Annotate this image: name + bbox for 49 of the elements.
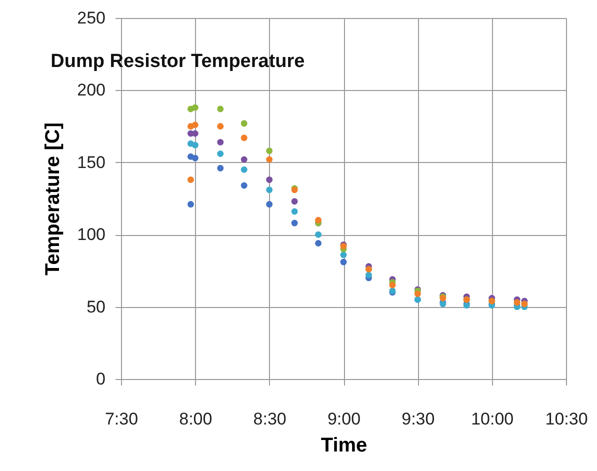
point <box>340 252 347 258</box>
point <box>240 134 248 142</box>
point <box>266 156 273 163</box>
point <box>291 220 298 226</box>
point <box>192 142 198 148</box>
point <box>217 164 224 172</box>
point <box>240 166 248 173</box>
point <box>217 123 224 130</box>
point <box>365 272 372 278</box>
point <box>217 106 224 112</box>
point <box>187 176 194 183</box>
point <box>291 208 298 215</box>
x-axis-title: Time <box>320 434 368 456</box>
point <box>192 104 198 111</box>
x-tick-label: 8:30 <box>253 410 286 428</box>
point <box>315 231 322 238</box>
x-tick-label: 7:30 <box>104 410 138 428</box>
point <box>315 216 322 224</box>
point <box>266 186 273 194</box>
y-tick-label: 250 <box>77 8 106 28</box>
point <box>266 148 273 154</box>
point <box>315 240 322 246</box>
point <box>389 282 396 288</box>
point <box>340 258 347 266</box>
x-tick-label: 10:30 <box>545 410 588 428</box>
point <box>240 120 248 127</box>
point <box>217 150 224 157</box>
y-tick-label: 100 <box>77 225 106 244</box>
x-tick-label: 8:00 <box>179 410 212 428</box>
x-tick-label: 10:00 <box>471 410 514 428</box>
point <box>266 201 273 208</box>
point <box>192 130 198 137</box>
y-tick-label: 200 <box>77 80 106 100</box>
x-tick-label: 9:30 <box>402 410 435 428</box>
point <box>266 176 273 183</box>
point <box>291 198 298 205</box>
point <box>240 182 248 189</box>
point <box>192 154 198 162</box>
x-tick-label: 9:00 <box>327 410 361 428</box>
text: Dump Resistor Temperature <box>50 51 305 72</box>
point <box>217 138 224 146</box>
y-tick-label: 0 <box>96 370 106 388</box>
point <box>240 156 248 163</box>
y-tick-label: 50 <box>86 297 106 316</box>
y-tick-label: 150 <box>77 152 106 172</box>
y-axis-title: Temperature [C] <box>42 122 64 276</box>
point <box>192 122 198 128</box>
point <box>187 201 194 208</box>
point <box>414 290 421 298</box>
